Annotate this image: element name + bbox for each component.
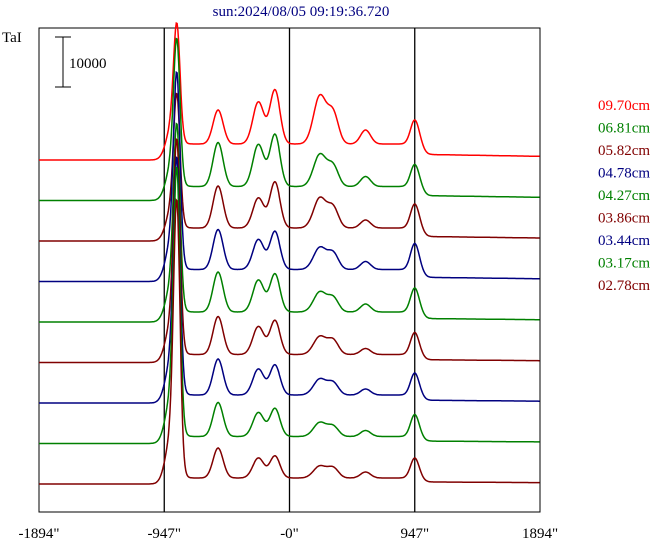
trace-04.78cm (39, 70, 540, 283)
x-tick-labels: -1894" -947" -0" 947" 1894" (18, 526, 558, 542)
x-tick-label-0: -1894" (18, 526, 59, 542)
trace-04.27cm (39, 122, 540, 323)
legend-entry-03.17cm: 03.17cm (598, 256, 650, 272)
trace-03.17cm (39, 165, 540, 445)
x-tick-label-3: 947" (400, 526, 429, 542)
trace-03.86cm (39, 137, 540, 364)
x-tick-label-4: 1894" (522, 526, 558, 542)
x-tick-label-1: -947" (147, 526, 181, 542)
chart-title: sun:2024/08/05 09:19:36.720 (213, 4, 390, 20)
y-axis-label: TaI (2, 30, 22, 46)
trace-03.44cm (39, 155, 540, 404)
legend-entry-02.78cm: 02.78cm (598, 278, 650, 294)
scale-bar: 10000 (55, 36, 107, 88)
vertical-markers (163, 28, 416, 512)
trace-09.70cm (39, 21, 540, 161)
legend-entry-03.44cm: 03.44cm (598, 233, 650, 249)
trace-05.82cm (39, 92, 540, 242)
trace-06.81cm (39, 37, 540, 202)
trace-02.78cm (39, 198, 540, 485)
legend-entry-05.82cm: 05.82cm (598, 143, 650, 159)
legend-entry-04.78cm: 04.78cm (598, 166, 650, 182)
legend-entry-09.70cm: 09.70cm (598, 98, 650, 114)
x-tick-label-2: -0" (280, 526, 299, 542)
legend-entry-06.81cm: 06.81cm (598, 121, 650, 137)
legend-entry-04.27cm: 04.27cm (598, 188, 650, 204)
legend: 09.70cm 06.81cm 05.82cm 04.78cm 04.27cm 03.86… (598, 98, 650, 294)
legend-entry-03.86cm: 03.86cm (598, 211, 650, 227)
traces (39, 21, 540, 485)
scale-bar-label: 10000 (69, 56, 107, 72)
